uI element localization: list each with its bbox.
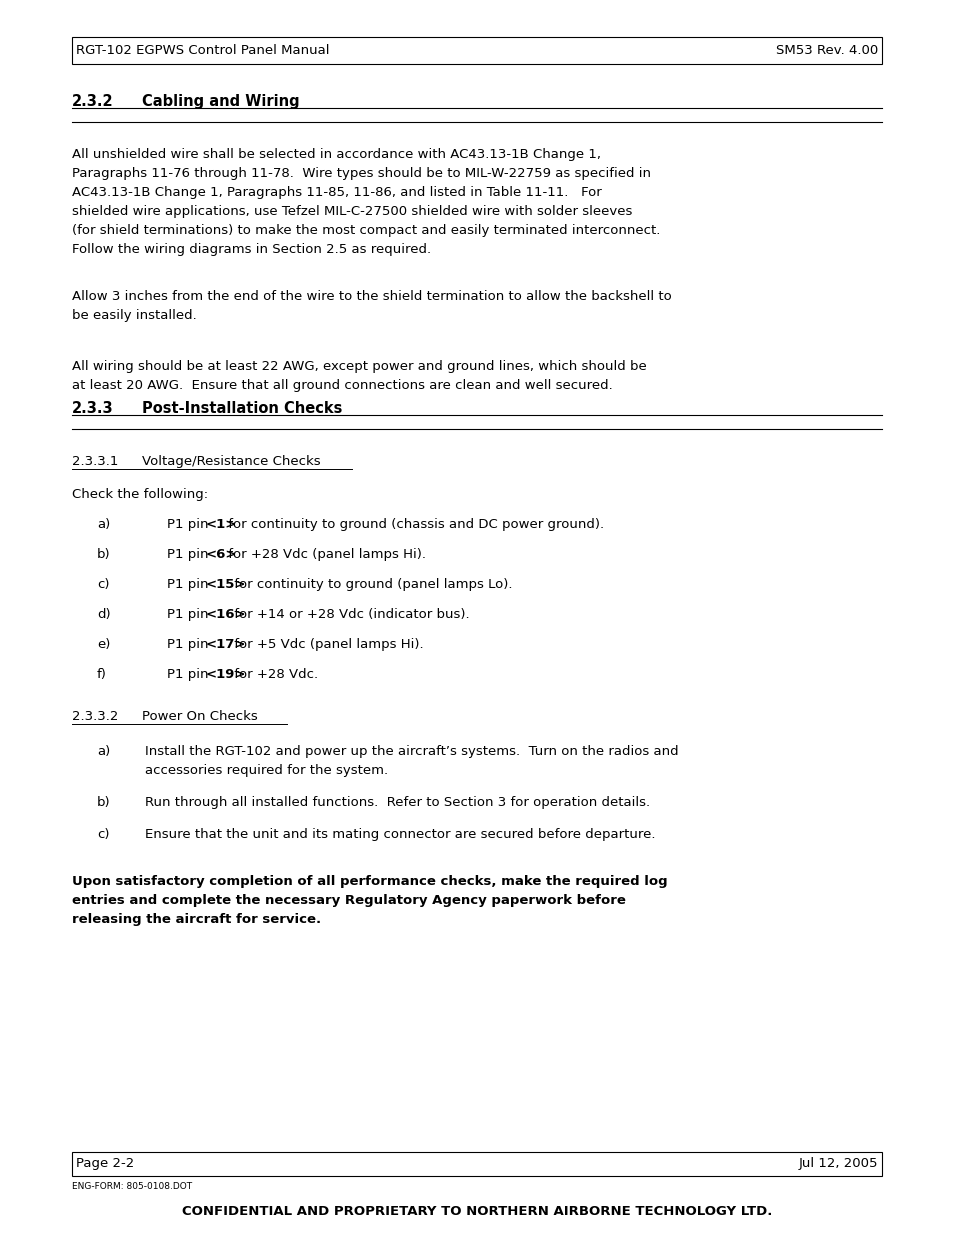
Text: 2.3.3.1: 2.3.3.1: [71, 454, 118, 468]
Text: 2.3.3.2: 2.3.3.2: [71, 710, 118, 722]
Text: Page 2-2: Page 2-2: [76, 1157, 134, 1171]
Text: Paragraphs 11-76 through 11-78.  Wire types should be to MIL-W-22759 as specifie: Paragraphs 11-76 through 11-78. Wire typ…: [71, 167, 650, 180]
Text: Cabling and Wiring: Cabling and Wiring: [142, 94, 299, 109]
Text: entries and complete the necessary Regulatory Agency paperwork before: entries and complete the necessary Regul…: [71, 894, 625, 906]
Text: 2.3.2: 2.3.2: [71, 94, 113, 109]
Text: a): a): [97, 745, 111, 758]
Text: Post-Installation Checks: Post-Installation Checks: [142, 401, 342, 416]
Text: SM53 Rev. 4.00: SM53 Rev. 4.00: [775, 44, 877, 57]
Text: Allow 3 inches from the end of the wire to the shield termination to allow the b: Allow 3 inches from the end of the wire …: [71, 290, 671, 303]
Text: at least 20 AWG.  Ensure that all ground connections are clean and well secured.: at least 20 AWG. Ensure that all ground …: [71, 379, 612, 391]
Text: <19>: <19>: [206, 668, 246, 680]
Text: <16>: <16>: [206, 608, 246, 621]
Text: releasing the aircraft for service.: releasing the aircraft for service.: [71, 913, 321, 926]
Text: AC43.13-1B Change 1, Paragraphs 11-85, 11-86, and listed in Table 11-11.   For: AC43.13-1B Change 1, Paragraphs 11-85, 1…: [71, 186, 601, 199]
Text: P1 pin: P1 pin: [167, 548, 213, 561]
Text: Install the RGT-102 and power up the aircraft’s systems.  Turn on the radios and: Install the RGT-102 and power up the air…: [145, 745, 678, 758]
Text: c): c): [97, 578, 110, 592]
Text: (for shield terminations) to make the most compact and easily terminated interco: (for shield terminations) to make the mo…: [71, 224, 659, 237]
Text: <17>: <17>: [206, 638, 246, 651]
Text: Upon satisfactory completion of all performance checks, make the required log: Upon satisfactory completion of all perf…: [71, 876, 667, 888]
Text: P1 pin: P1 pin: [167, 608, 213, 621]
Text: be easily installed.: be easily installed.: [71, 309, 196, 322]
Text: for continuity to ground (panel lamps Lo).: for continuity to ground (panel lamps Lo…: [230, 578, 512, 592]
Text: Run through all installed functions.  Refer to Section 3 for operation details.: Run through all installed functions. Ref…: [145, 797, 649, 809]
Text: Ensure that the unit and its mating connector are secured before departure.: Ensure that the unit and its mating conn…: [145, 827, 655, 841]
Text: All wiring should be at least 22 AWG, except power and ground lines, which shoul: All wiring should be at least 22 AWG, ex…: [71, 359, 646, 373]
Text: <1>: <1>: [206, 517, 237, 531]
Text: CONFIDENTIAL AND PROPRIETARY TO NORTHERN AIRBORNE TECHNOLOGY LTD.: CONFIDENTIAL AND PROPRIETARY TO NORTHERN…: [182, 1205, 771, 1218]
Text: for continuity to ground (chassis and DC power ground).: for continuity to ground (chassis and DC…: [224, 517, 603, 531]
Text: All unshielded wire shall be selected in accordance with AC43.13-1B Change 1,: All unshielded wire shall be selected in…: [71, 148, 600, 161]
Text: Check the following:: Check the following:: [71, 488, 208, 501]
Text: P1 pin: P1 pin: [167, 578, 213, 592]
Text: <6>: <6>: [206, 548, 237, 561]
Text: for +14 or +28 Vdc (indicator bus).: for +14 or +28 Vdc (indicator bus).: [230, 608, 470, 621]
Text: for +5 Vdc (panel lamps Hi).: for +5 Vdc (panel lamps Hi).: [230, 638, 423, 651]
Text: Jul 12, 2005: Jul 12, 2005: [798, 1157, 877, 1171]
Text: Power On Checks: Power On Checks: [142, 710, 257, 722]
Text: <15>: <15>: [206, 578, 246, 592]
Text: for +28 Vdc (panel lamps Hi).: for +28 Vdc (panel lamps Hi).: [224, 548, 426, 561]
Text: RGT-102 EGPWS Control Panel Manual: RGT-102 EGPWS Control Panel Manual: [76, 44, 329, 57]
Text: c): c): [97, 827, 110, 841]
Text: e): e): [97, 638, 111, 651]
Text: for +28 Vdc.: for +28 Vdc.: [230, 668, 318, 680]
FancyBboxPatch shape: [71, 37, 882, 64]
Text: accessories required for the system.: accessories required for the system.: [145, 764, 388, 777]
Text: f): f): [97, 668, 107, 680]
Text: P1 pin: P1 pin: [167, 517, 213, 531]
Text: P1 pin: P1 pin: [167, 668, 213, 680]
Text: Voltage/Resistance Checks: Voltage/Resistance Checks: [142, 454, 320, 468]
Text: d): d): [97, 608, 111, 621]
Text: shielded wire applications, use Tefzel MIL-C-27500 shielded wire with solder sle: shielded wire applications, use Tefzel M…: [71, 205, 632, 219]
Text: P1 pin: P1 pin: [167, 638, 213, 651]
Text: b): b): [97, 548, 111, 561]
Text: ENG-FORM: 805-0108.DOT: ENG-FORM: 805-0108.DOT: [71, 1182, 192, 1191]
Text: 2.3.3: 2.3.3: [71, 401, 113, 416]
Text: b): b): [97, 797, 111, 809]
FancyBboxPatch shape: [71, 1152, 882, 1176]
Text: a): a): [97, 517, 111, 531]
Text: Follow the wiring diagrams in Section 2.5 as required.: Follow the wiring diagrams in Section 2.…: [71, 243, 431, 256]
